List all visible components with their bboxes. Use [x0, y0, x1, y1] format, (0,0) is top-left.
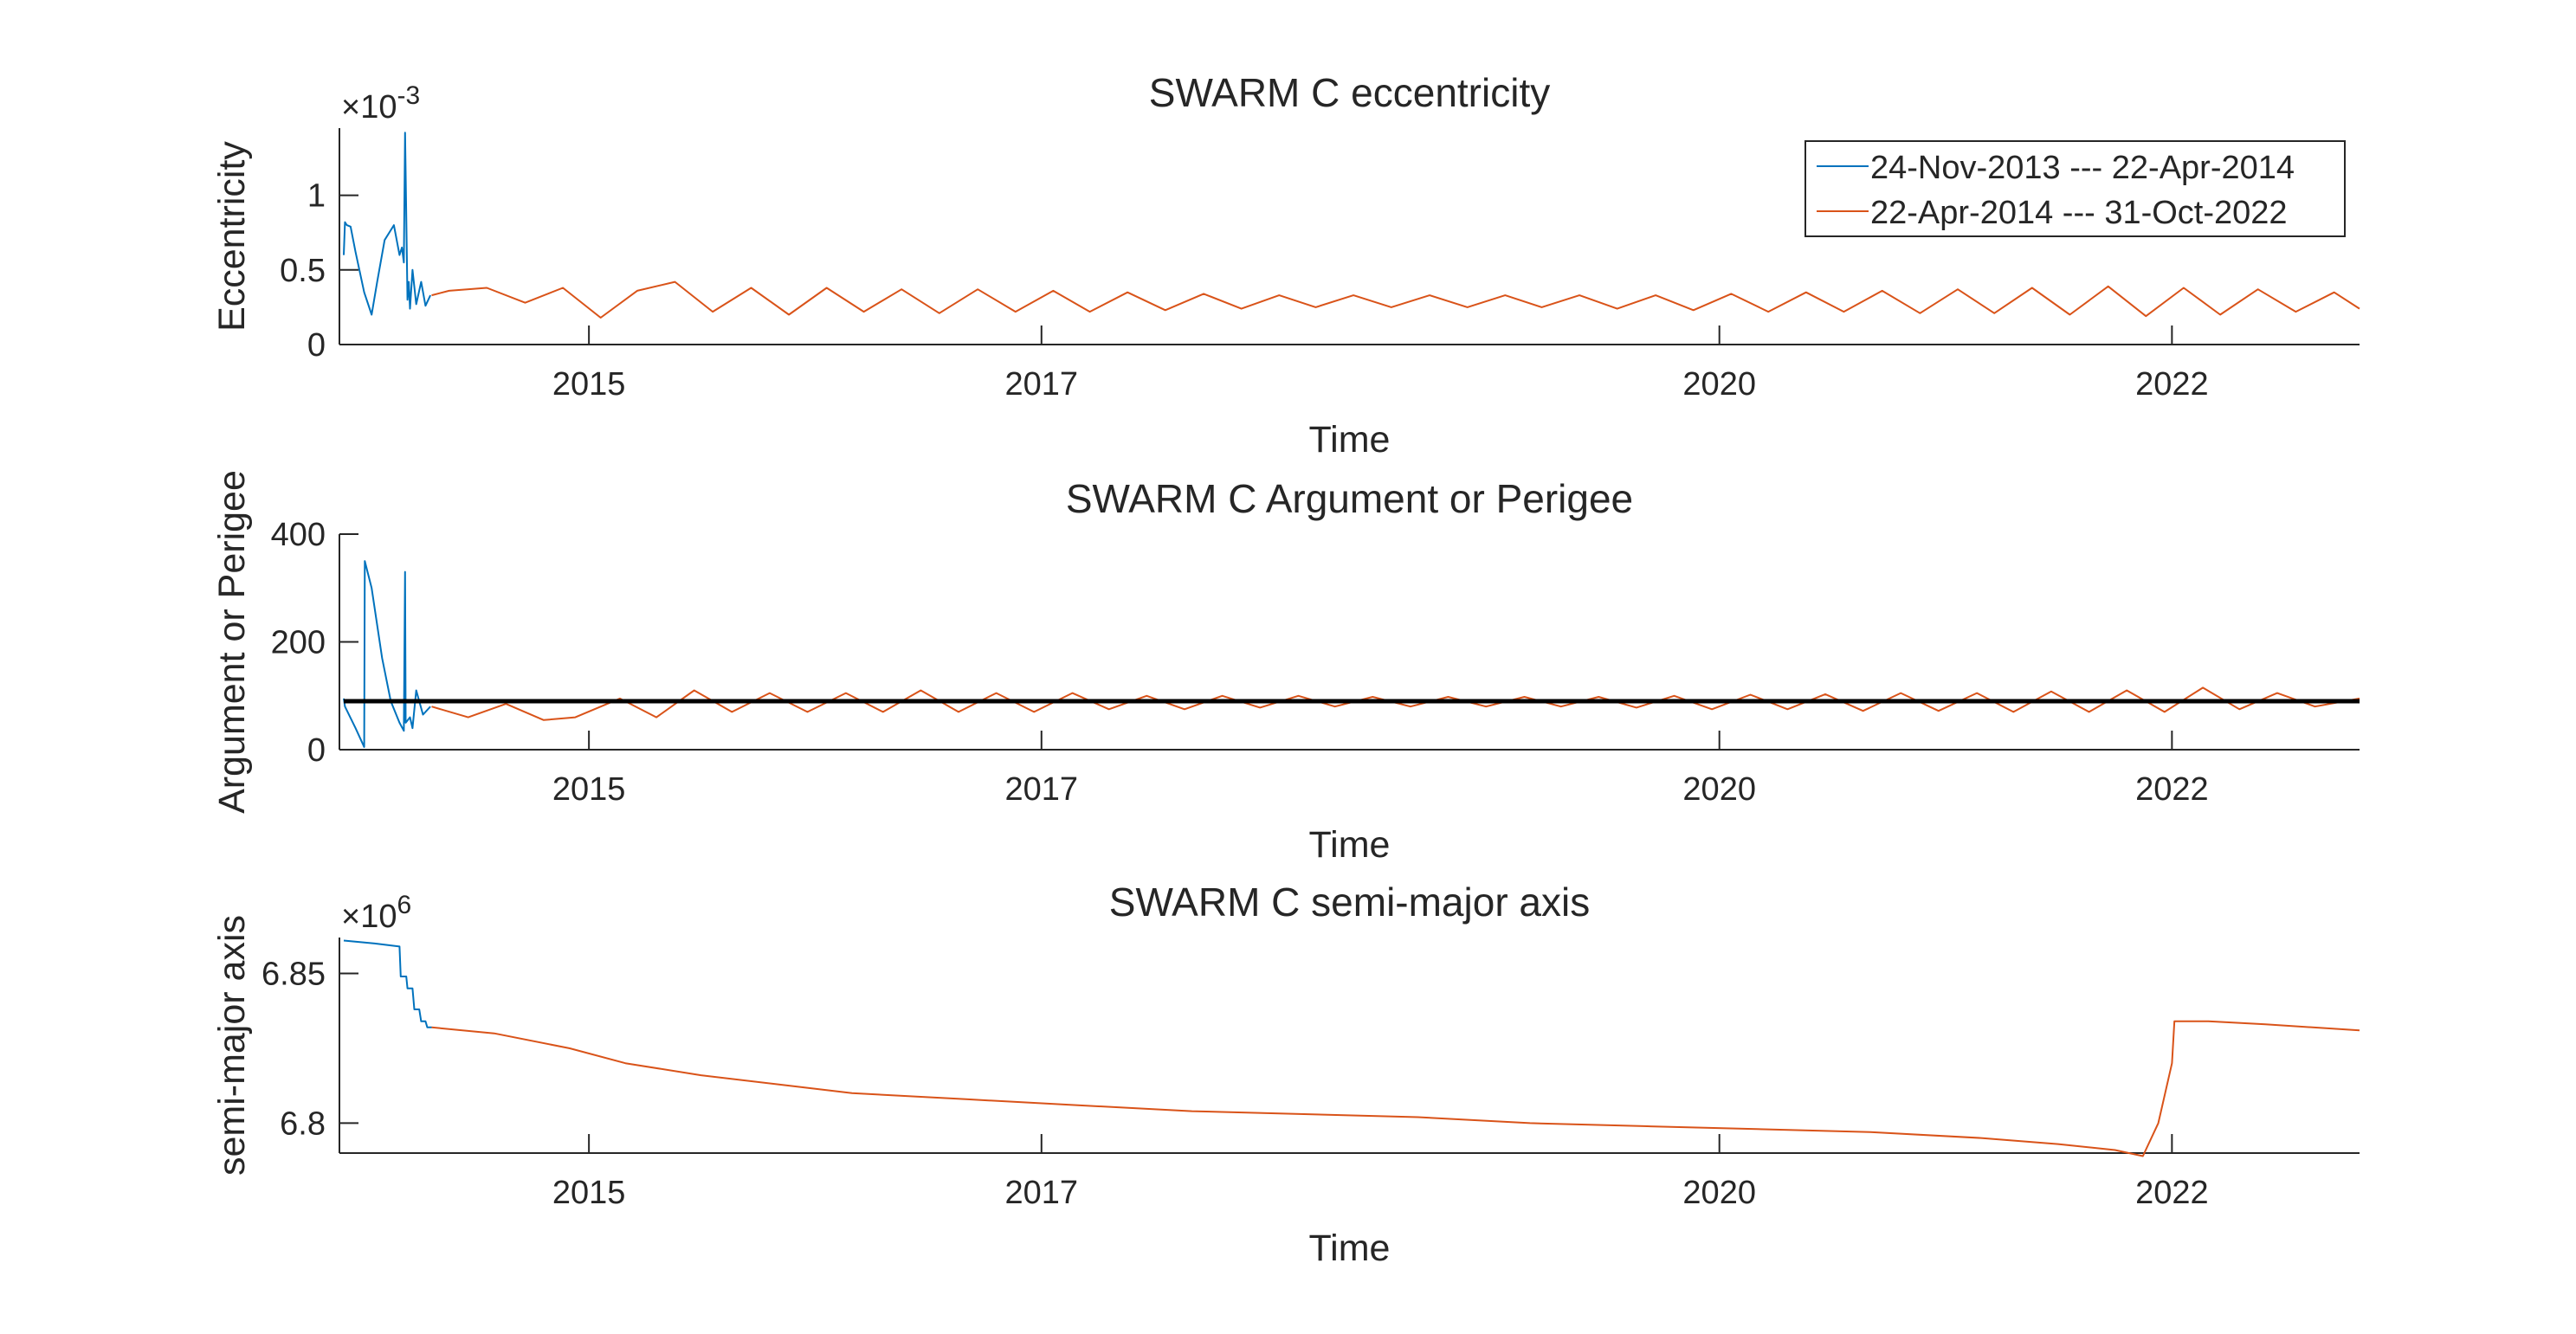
- subplot-2-y-label: Argument or Perigee: [211, 470, 253, 814]
- subplot-1-y-tick-label: 0.5: [280, 253, 326, 289]
- subplot-2-x-tick-label: 2017: [1005, 771, 1079, 808]
- subplot-1-x-tick-label: 2020: [1682, 366, 1756, 403]
- subplot-2-y-tick-label: 400: [271, 517, 326, 553]
- subplot-1-series-1-line: [343, 132, 432, 316]
- subplot-2-y-tick-label: 200: [271, 625, 326, 661]
- subplot-3-exponent-label: ×106: [341, 891, 411, 935]
- subplot-2-series-2-line: [431, 686, 2360, 721]
- subplot-1: 2015 2017 2020 2022 0 0.5 1 SWARM C eccentricit…: [211, 70, 2360, 461]
- subplot-1-x-tick-label: 2022: [2135, 366, 2209, 403]
- subplot-3-x-label: Time: [1309, 1228, 1391, 1269]
- subplot-2-title: SWARM C Argument or Perigee: [1066, 476, 1633, 521]
- subplot-2-x-tick-label: 2022: [2135, 771, 2209, 808]
- subplot-1-series-2-line: [431, 280, 2360, 319]
- subplot-3-exponent-base: ×10: [341, 899, 397, 935]
- subplot-1-title: SWARM C eccentricity: [1149, 70, 1550, 115]
- subplot-1-y-tick-label: 0: [307, 327, 326, 364]
- subplot-2: 2015 2017 2020 2022 0 200 400 SWARM C Argument …: [211, 470, 2360, 866]
- subplot-3-x-tick-label: 2022: [2135, 1175, 2209, 1211]
- subplot-1-x-tick-label: 2015: [552, 366, 626, 403]
- subplot-1-legend-label-2: 22-Apr-2014 --- 31-Oct-2022: [1870, 195, 2288, 231]
- subplot-1-exponent-power: -3: [397, 81, 420, 110]
- subplot-3: 2015 2017 2020 2022 6.8 6.85 SWARM C semi-majo…: [211, 880, 2360, 1269]
- subplot-1-x-tick-label: 2017: [1005, 366, 1079, 403]
- subplot-1-exponent-label: ×10-3: [341, 81, 420, 126]
- subplot-1-y-tick-label: 1: [307, 178, 326, 215]
- subplot-2-x-tick-label: 2020: [1682, 771, 1756, 808]
- subplot-2-y-tick-label: 0: [307, 732, 326, 769]
- subplot-1-x-label: Time: [1309, 419, 1391, 461]
- subplot-3-x-tick-label: 2020: [1682, 1175, 1756, 1211]
- subplot-2-x-tick-label: 2015: [552, 771, 626, 808]
- subplot-2-series-1-line: [343, 560, 431, 748]
- subplot-1-legend-label-1: 24-Nov-2013 --- 22-Apr-2014: [1870, 150, 2295, 186]
- subplot-1-legend: 24-Nov-2013 --- 22-Apr-2014 22-Apr-2014 -…: [1804, 140, 2346, 237]
- subplot-1-y-label: Eccentricity: [211, 141, 253, 332]
- subplot-2-x-label: Time: [1309, 824, 1391, 866]
- subplot-3-exponent-power: 6: [397, 891, 411, 919]
- subplot-3-series-2-line: [431, 1020, 2360, 1157]
- subplot-3-series-1-line: [343, 939, 432, 1028]
- subplot-3-title: SWARM C semi-major axis: [1109, 880, 1590, 925]
- subplot-3-x-tick-label: 2015: [552, 1175, 626, 1211]
- subplot-3-y-tick-label: 6.85: [261, 957, 326, 993]
- subplot-3-x-tick-label: 2017: [1005, 1175, 1079, 1211]
- subplot-1-legend-box: [1804, 140, 2346, 237]
- subplot-1-exponent-base: ×10: [341, 89, 397, 126]
- subplot-3-y-label: semi-major axis: [211, 915, 253, 1176]
- subplot-3-y-tick-label: 6.8: [280, 1105, 326, 1142]
